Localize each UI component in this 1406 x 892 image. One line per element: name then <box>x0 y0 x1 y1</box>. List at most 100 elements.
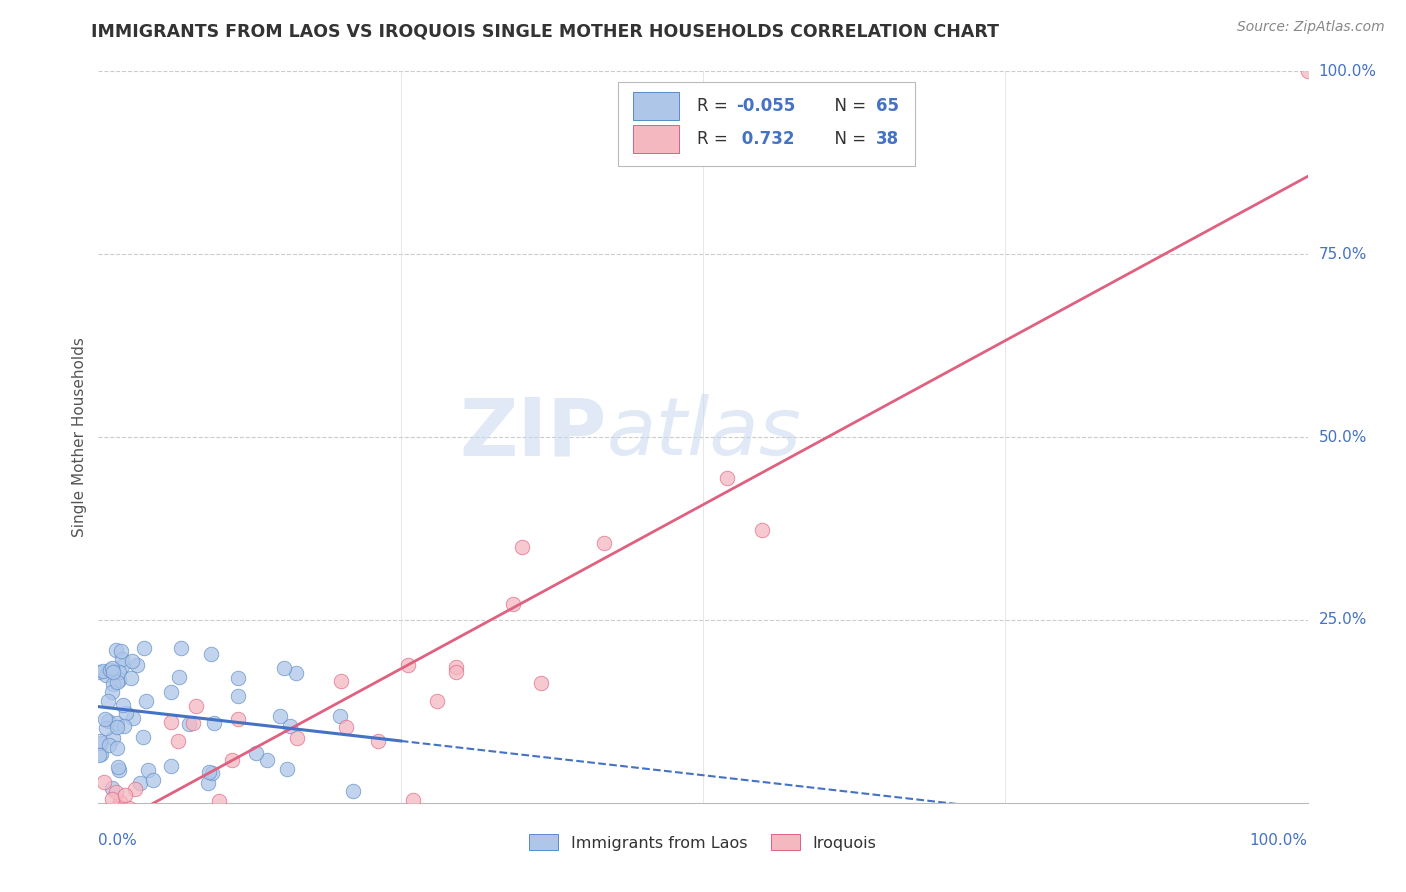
Point <box>142 772 165 787</box>
Point <box>446 660 468 674</box>
Point <box>285 731 308 746</box>
Point <box>108 665 131 680</box>
Point <box>396 657 419 672</box>
Point <box>169 670 191 684</box>
Point <box>124 781 146 796</box>
Point <box>105 785 128 799</box>
Point <box>108 673 131 688</box>
Point <box>97 694 120 708</box>
Text: 100.0%: 100.0% <box>1250 833 1308 848</box>
Point <box>201 765 224 780</box>
Point <box>184 698 207 713</box>
Point <box>89 733 111 747</box>
Text: N =: N = <box>824 130 872 148</box>
Point <box>108 763 131 777</box>
Text: -0.055: -0.055 <box>735 96 794 115</box>
Y-axis label: Single Mother Households: Single Mother Households <box>72 337 87 537</box>
Point <box>181 715 204 730</box>
Point <box>108 795 131 809</box>
Text: 0.0%: 0.0% <box>98 833 138 848</box>
Point <box>118 801 141 815</box>
Point <box>101 792 124 806</box>
Legend: Immigrants from Laos, Iroquois: Immigrants from Laos, Iroquois <box>523 828 883 857</box>
Point <box>342 784 364 798</box>
Point <box>208 794 231 808</box>
Text: 0.732: 0.732 <box>735 130 794 148</box>
Point <box>121 654 143 668</box>
Point <box>97 738 120 752</box>
Point <box>101 676 124 690</box>
Point <box>197 776 219 790</box>
Text: 100.0%: 100.0% <box>1319 64 1376 78</box>
Point <box>115 706 138 720</box>
Point <box>107 760 129 774</box>
Point <box>256 753 278 767</box>
Point <box>160 715 183 730</box>
Text: Source: ZipAtlas.com: Source: ZipAtlas.com <box>1237 20 1385 34</box>
Point <box>160 759 183 773</box>
Point <box>134 641 156 656</box>
Point <box>89 665 111 679</box>
Point <box>96 667 118 681</box>
Point <box>593 535 616 549</box>
Point <box>101 780 124 795</box>
Point <box>114 788 136 802</box>
Point <box>90 747 112 761</box>
Point <box>226 671 249 685</box>
Point <box>103 832 125 847</box>
Point <box>228 712 250 726</box>
Point <box>202 715 225 730</box>
Text: ZIP: ZIP <box>458 394 606 473</box>
Point <box>111 658 134 673</box>
Point <box>402 793 425 807</box>
Point <box>200 647 222 661</box>
Point <box>226 689 249 703</box>
Text: 38: 38 <box>876 130 898 148</box>
Point <box>426 694 449 708</box>
Point <box>111 652 134 666</box>
Point <box>87 748 110 763</box>
Point <box>90 736 112 750</box>
Point <box>530 676 553 690</box>
Point <box>97 832 120 847</box>
Point <box>329 674 352 689</box>
Point <box>110 644 132 658</box>
Point <box>103 815 125 830</box>
Point <box>284 665 307 680</box>
Point <box>97 714 120 728</box>
Point <box>335 720 357 734</box>
Point <box>177 716 200 731</box>
FancyBboxPatch shape <box>633 126 679 153</box>
Text: 75.0%: 75.0% <box>1319 247 1367 261</box>
Point <box>131 731 153 745</box>
Point <box>245 746 267 760</box>
Point <box>444 665 467 679</box>
Point <box>716 470 738 484</box>
Text: 25.0%: 25.0% <box>1319 613 1367 627</box>
Text: atlas: atlas <box>606 394 801 473</box>
Point <box>197 765 219 780</box>
FancyBboxPatch shape <box>633 92 679 120</box>
Point <box>276 762 298 776</box>
Point <box>93 775 115 789</box>
Point <box>98 663 121 677</box>
Point <box>278 719 301 733</box>
Point <box>502 598 524 612</box>
Point <box>198 825 221 839</box>
Point <box>111 698 134 712</box>
Point <box>169 640 191 655</box>
Point <box>90 828 112 842</box>
Point <box>135 694 157 708</box>
Point <box>510 540 533 554</box>
Point <box>91 664 114 678</box>
Point <box>104 643 127 657</box>
Point <box>751 523 773 537</box>
Point <box>104 801 127 815</box>
Point <box>101 685 124 699</box>
Text: 50.0%: 50.0% <box>1319 430 1367 444</box>
Point <box>367 733 389 747</box>
Point <box>129 776 152 790</box>
Point <box>107 741 129 756</box>
Text: R =: R = <box>697 130 733 148</box>
Point <box>105 675 128 690</box>
